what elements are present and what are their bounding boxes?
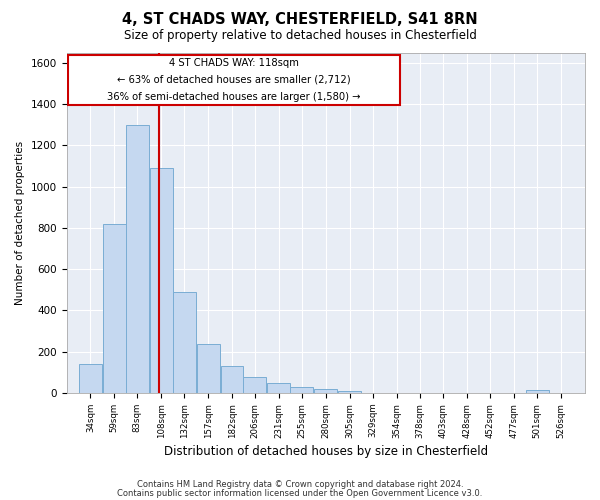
Text: Size of property relative to detached houses in Chesterfield: Size of property relative to detached ho… <box>124 29 476 42</box>
Bar <box>79 364 102 393</box>
Text: Contains HM Land Registry data © Crown copyright and database right 2024.: Contains HM Land Registry data © Crown c… <box>137 480 463 489</box>
Bar <box>221 366 244 393</box>
Bar <box>244 378 266 393</box>
Bar <box>197 344 220 393</box>
FancyBboxPatch shape <box>68 54 400 105</box>
Bar <box>150 168 173 393</box>
X-axis label: Distribution of detached houses by size in Chesterfield: Distribution of detached houses by size … <box>164 444 488 458</box>
Bar <box>103 224 126 393</box>
Bar <box>290 387 313 393</box>
Text: ← 63% of detached houses are smaller (2,712): ← 63% of detached houses are smaller (2,… <box>118 75 351 85</box>
Text: Contains public sector information licensed under the Open Government Licence v3: Contains public sector information licen… <box>118 488 482 498</box>
Text: 4, ST CHADS WAY, CHESTERFIELD, S41 8RN: 4, ST CHADS WAY, CHESTERFIELD, S41 8RN <box>122 12 478 28</box>
Bar <box>338 391 361 393</box>
Text: 36% of semi-detached houses are larger (1,580) →: 36% of semi-detached houses are larger (… <box>107 92 361 102</box>
Bar <box>268 382 290 393</box>
Y-axis label: Number of detached properties: Number of detached properties <box>15 140 25 305</box>
Bar <box>526 390 548 393</box>
Bar <box>314 389 337 393</box>
Bar <box>173 292 196 393</box>
Bar <box>126 124 149 393</box>
Text: 4 ST CHADS WAY: 118sqm: 4 ST CHADS WAY: 118sqm <box>169 58 299 68</box>
